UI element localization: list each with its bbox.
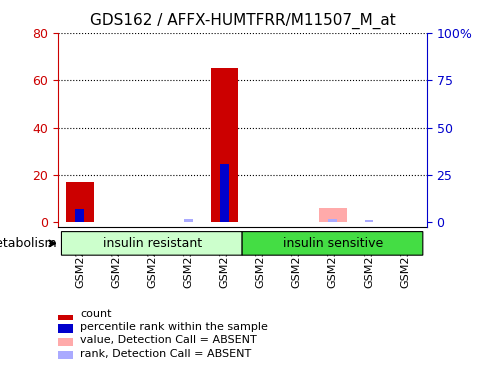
Text: metabolism: metabolism — [0, 237, 58, 250]
Text: rank, Detection Call = ABSENT: rank, Detection Call = ABSENT — [80, 349, 251, 359]
Bar — [58, 324, 73, 333]
Bar — [58, 351, 73, 359]
Bar — [210, 68, 238, 222]
FancyBboxPatch shape — [61, 232, 242, 255]
Text: count: count — [80, 309, 112, 319]
Text: value, Detection Call = ABSENT: value, Detection Call = ABSENT — [80, 336, 257, 346]
Bar — [328, 219, 336, 222]
Bar — [364, 220, 373, 222]
Bar — [66, 182, 93, 222]
Bar — [58, 311, 73, 320]
Bar — [183, 219, 192, 222]
Title: GDS162 / AFFX-HUMTFRR/M11507_M_at: GDS162 / AFFX-HUMTFRR/M11507_M_at — [90, 12, 394, 29]
Bar — [220, 164, 228, 222]
Text: insulin resistant: insulin resistant — [103, 237, 201, 250]
Bar — [318, 208, 346, 222]
Text: insulin sensitive: insulin sensitive — [282, 237, 382, 250]
FancyBboxPatch shape — [242, 232, 422, 255]
Bar — [76, 209, 84, 222]
Bar — [58, 337, 73, 346]
Text: percentile rank within the sample: percentile rank within the sample — [80, 322, 268, 332]
